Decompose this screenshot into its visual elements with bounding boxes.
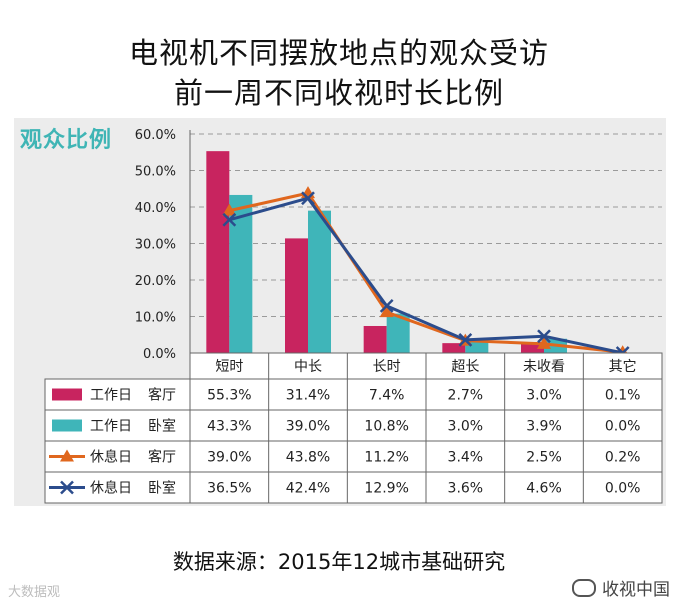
legend-swatch-0 (52, 388, 82, 401)
legend-label-2: 休息日 (90, 449, 132, 466)
point-marker-0-2 (379, 305, 394, 318)
y-axis-label: 观众比例 (20, 128, 113, 153)
table-cell-1-4: 3.9% (526, 419, 562, 435)
y-tick-label: 20.0% (135, 274, 176, 289)
table-cell-0-5: 0.1% (605, 388, 641, 404)
table-cell-1-5: 0.0% (605, 419, 641, 435)
bar-1-3 (465, 342, 489, 353)
point-marker-0-0 (222, 203, 237, 216)
bar-1-2 (386, 313, 410, 353)
table-cell-0-0: 55.3% (207, 388, 251, 404)
table-cell-2-5: 0.2% (605, 450, 641, 466)
watermark-right-text: 收视中国 (602, 580, 670, 600)
bar-0-0 (206, 151, 230, 353)
table-cell-1-0: 43.3% (207, 419, 251, 435)
table-cell-0-3: 2.7% (448, 388, 484, 404)
category-label: 未收看 (523, 359, 565, 375)
table-cell-3-4: 4.6% (526, 481, 562, 497)
legend-label-sub-0: 客厅 (148, 387, 176, 404)
watermark-left: 大数据观 (8, 585, 61, 600)
table-cell-2-2: 11.2% (364, 450, 408, 466)
watermark-right: 收视中国 (572, 575, 670, 600)
category-label: 其它 (609, 358, 637, 375)
point-marker-1-2 (379, 299, 394, 313)
page-title-line-1: 电视机不同摆放地点的观众受访 (128, 36, 549, 70)
table-cell-3-0: 36.5% (207, 481, 251, 497)
bar-0-3 (442, 343, 466, 353)
category-label: 中长 (294, 359, 322, 375)
bar-0-4 (521, 342, 544, 353)
data-source-note: 数据来源：2015年12城市基础研究 (172, 550, 506, 574)
point-marker-1-1 (301, 191, 315, 206)
bar-0-2 (363, 325, 387, 353)
table-cell-2-4: 2.5% (526, 450, 562, 466)
table-cell-0-2: 7.4% (369, 388, 405, 404)
legend-label-sub-3: 卧室 (148, 480, 176, 497)
category-label: 短时 (215, 359, 243, 375)
legend-label-sub-1: 卧室 (148, 418, 176, 435)
point-marker-1-4 (537, 329, 551, 344)
point-marker-1-0 (222, 212, 237, 227)
table-cell-0-4: 3.0% (526, 388, 562, 404)
table-cell-3-5: 0.0% (605, 481, 641, 497)
table-cell-1-1: 39.0% (286, 419, 330, 435)
bar-1-1 (308, 210, 331, 353)
series-line-0 (229, 191, 623, 354)
page-title-line-2: 前一周不同收视时长比例 (173, 76, 504, 110)
table-cell-3-2: 12.9% (364, 481, 408, 497)
y-tick-label: 40.0% (135, 201, 176, 216)
bar-0-1 (285, 238, 308, 353)
y-tick-label: 50.0% (135, 165, 176, 180)
y-tick-label: 10.0% (135, 311, 176, 326)
legend-marker-3 (60, 480, 74, 495)
legend-label-sub-2: 客厅 (148, 449, 176, 466)
table-cell-1-2: 10.8% (364, 419, 408, 435)
legend-label-3: 休息日 (90, 480, 132, 497)
table-cell-1-3: 3.0% (448, 419, 484, 435)
bar-1-0 (229, 194, 253, 353)
table-cell-3-3: 3.6% (448, 481, 484, 497)
point-marker-0-4 (537, 336, 551, 349)
legend-label-1: 工作日 (90, 419, 132, 435)
category-label: 长时 (373, 359, 401, 375)
legend-marker-2 (60, 449, 74, 462)
table-cell-2-3: 3.4% (448, 450, 484, 466)
legend-swatch-1 (52, 419, 82, 432)
y-tick-label: 60.0% (135, 128, 176, 143)
table-cell-0-1: 31.4% (286, 388, 330, 404)
y-tick-label: 30.0% (135, 238, 176, 253)
legend-label-0: 工作日 (90, 388, 132, 404)
table-cell-2-0: 39.0% (207, 450, 251, 466)
series-line-1 (228, 196, 623, 355)
table-cell-3-1: 42.4% (286, 481, 330, 497)
point-marker-1-3 (458, 332, 473, 347)
category-label: 超长 (451, 359, 479, 375)
y-tick-label: 0.0% (143, 347, 176, 362)
wechat-icon (572, 579, 596, 597)
table-cell-2-1: 43.8% (286, 450, 330, 466)
